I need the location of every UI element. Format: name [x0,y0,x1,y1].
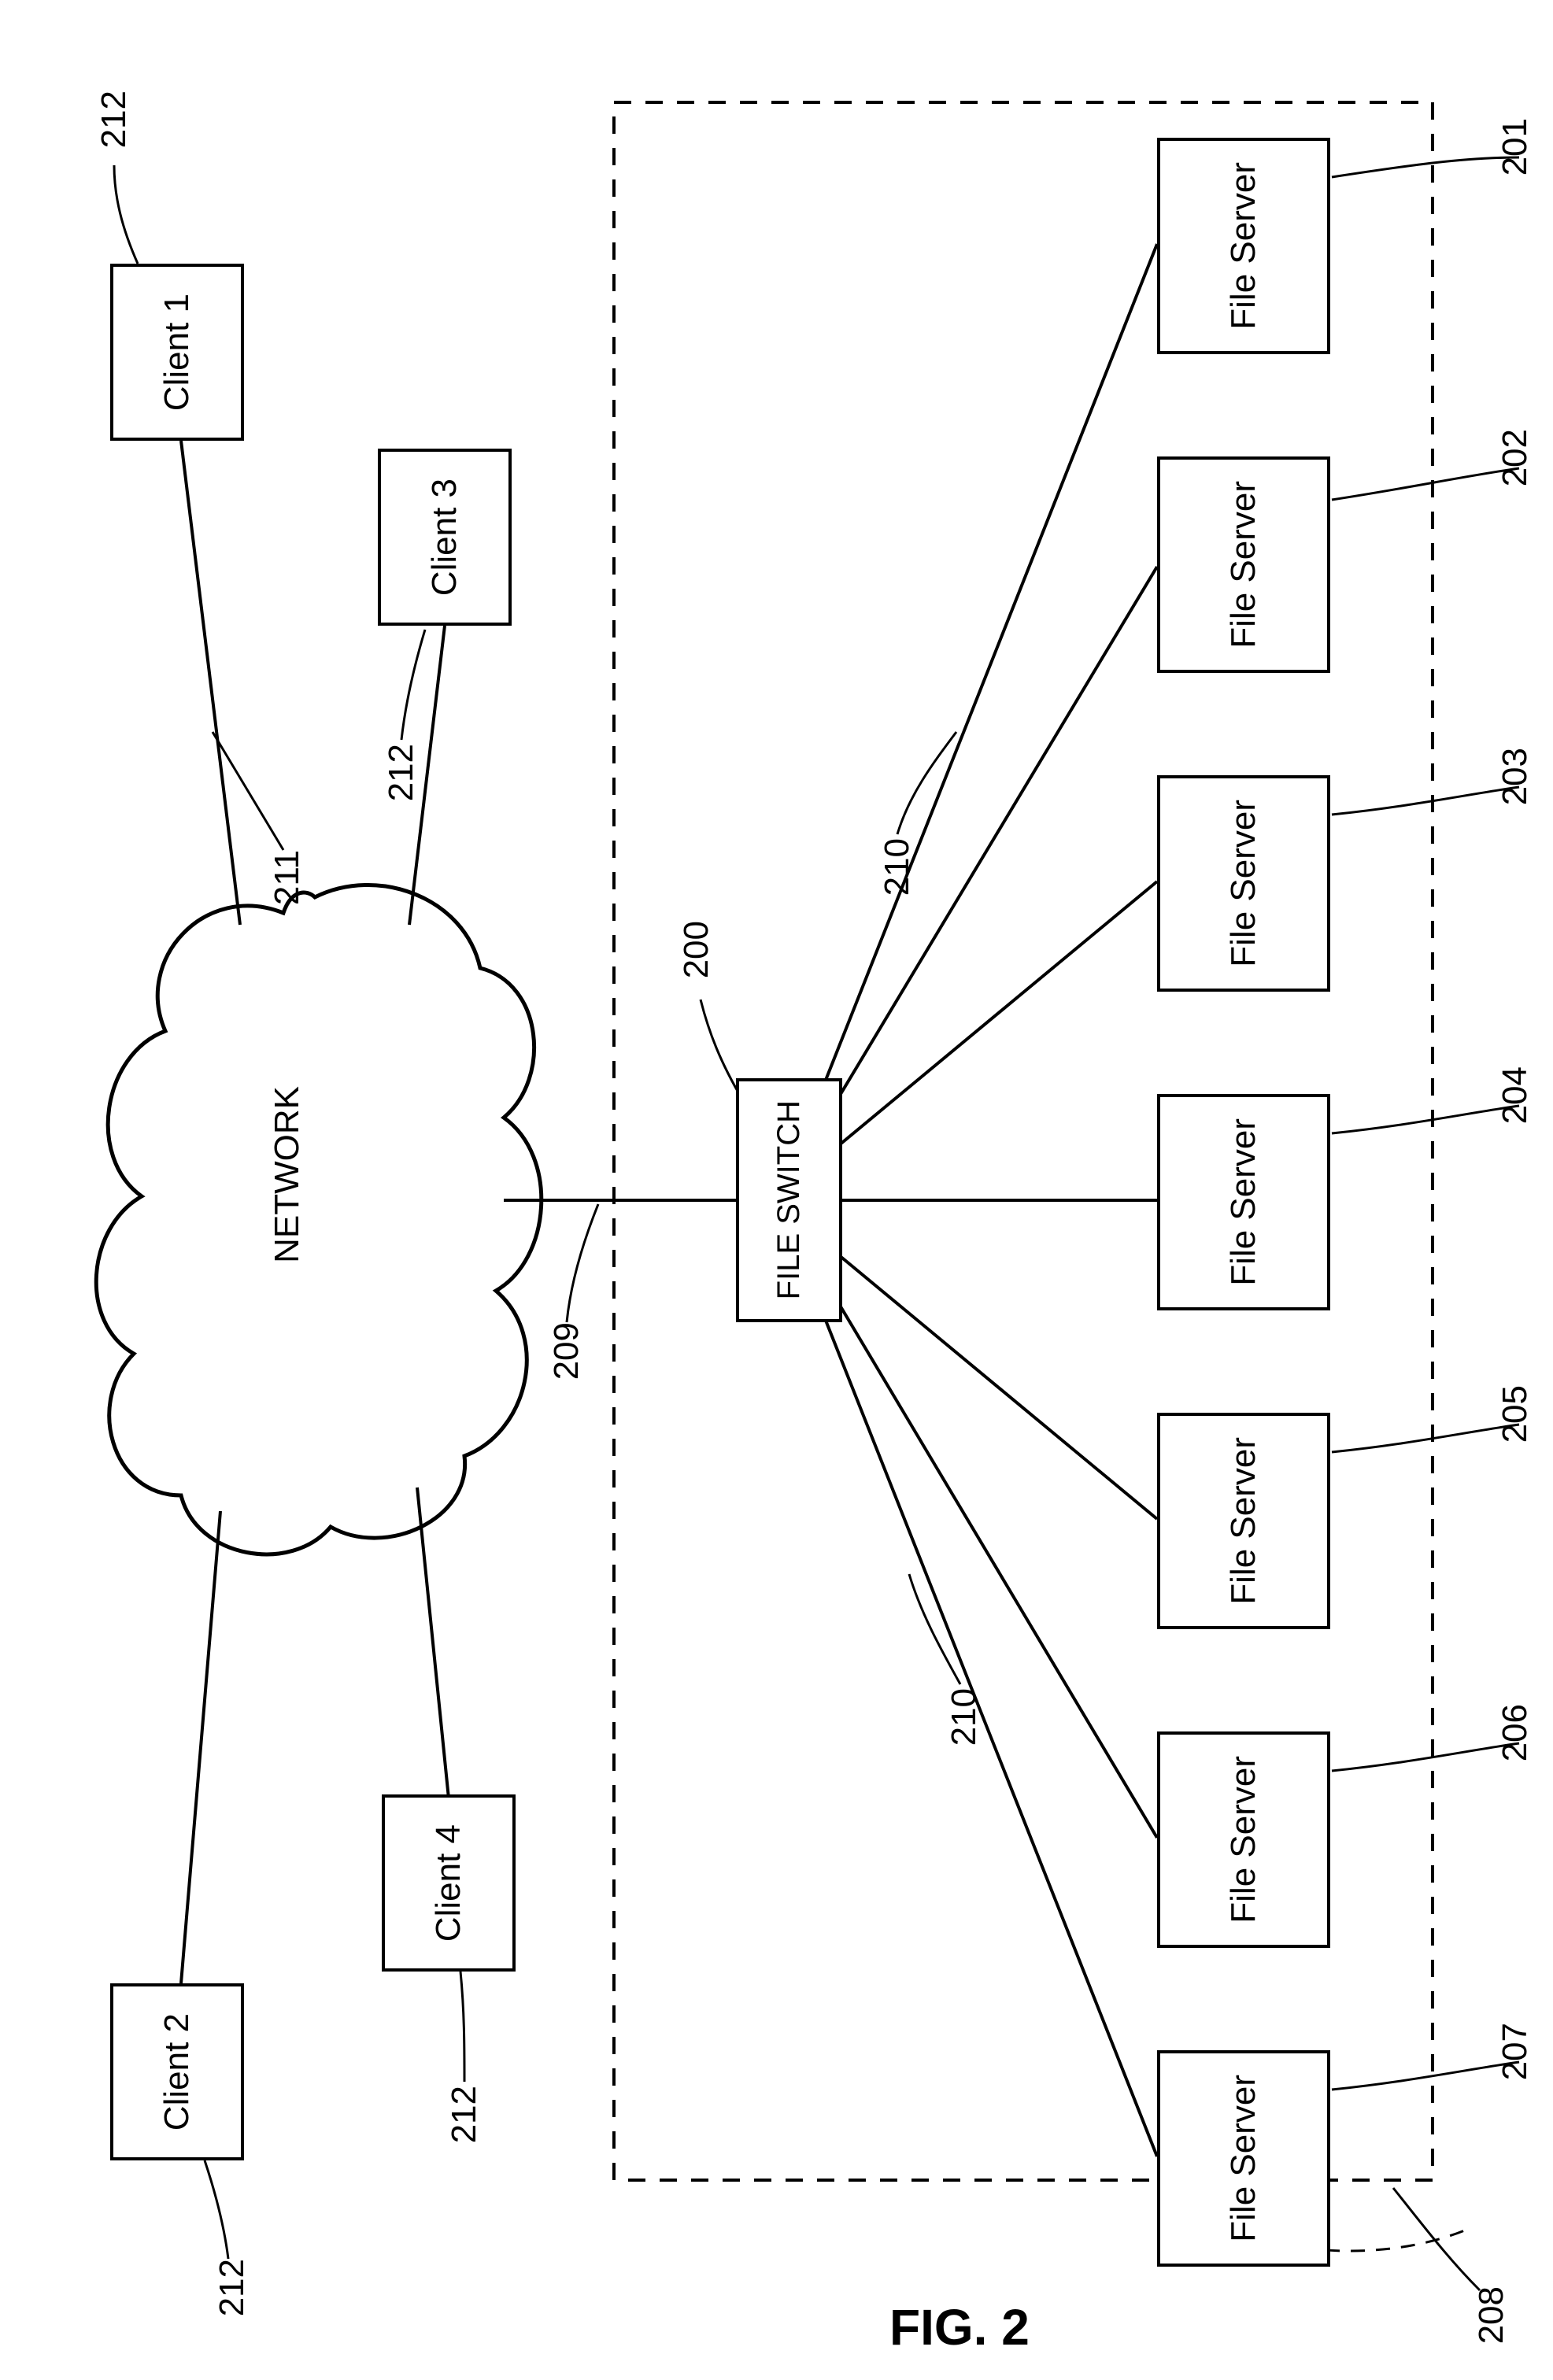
ref-210b: 210 [945,1688,984,1746]
file-server-3: File Server [1157,775,1330,992]
ref-212d: 212 [445,2086,484,2143]
ref-205: 205 [1496,1385,1535,1443]
ref-206: 206 [1496,1704,1535,1761]
client-4-label: Client 4 [429,1824,468,1942]
ref-204: 204 [1496,1066,1535,1124]
file-server-5-label: File Server [1224,1437,1263,1605]
ref-203: 203 [1496,748,1535,805]
file-server-4: File Server [1157,1094,1330,1310]
file-server-5: File Server [1157,1413,1330,1629]
file-server-6: File Server [1157,1731,1330,1948]
file-server-7-label: File Server [1224,2075,1263,2242]
client-4: Client 4 [382,1794,516,1972]
file-server-2-label: File Server [1224,481,1263,649]
ref-211: 211 [268,850,307,905]
file-server-6-label: File Server [1224,1756,1263,1924]
file-switch-label: FILE SWITCH [771,1100,807,1299]
client-3: Client 3 [378,449,512,626]
ref-210a: 210 [878,838,917,896]
ref-209: 209 [547,1322,586,1380]
file-server-3-label: File Server [1224,800,1263,967]
client-2-label: Client 2 [157,2013,197,2131]
ref-200: 200 [677,921,716,978]
ref-212b: 212 [213,2259,252,2316]
client-1: Client 1 [110,264,244,441]
figure-caption: FIG. 2 [889,2298,1030,2356]
file-server-2: File Server [1157,456,1330,673]
ref-202: 202 [1496,429,1535,486]
network-label: NETWORK [268,1086,307,1272]
ref-212a: 212 [94,91,134,148]
ref-208: 208 [1472,2286,1511,2344]
client-2: Client 2 [110,1983,244,2160]
file-switch: FILE SWITCH [736,1078,842,1322]
file-server-1: File Server [1157,138,1330,354]
client-3-label: Client 3 [425,479,464,596]
file-server-7: File Server [1157,2050,1330,2267]
ref-212c: 212 [382,744,421,801]
ref-201: 201 [1496,118,1535,176]
client-1-label: Client 1 [157,294,197,411]
file-server-4-label: File Server [1224,1118,1263,1286]
file-server-1-label: File Server [1224,162,1263,330]
ref-207: 207 [1496,2023,1535,2080]
